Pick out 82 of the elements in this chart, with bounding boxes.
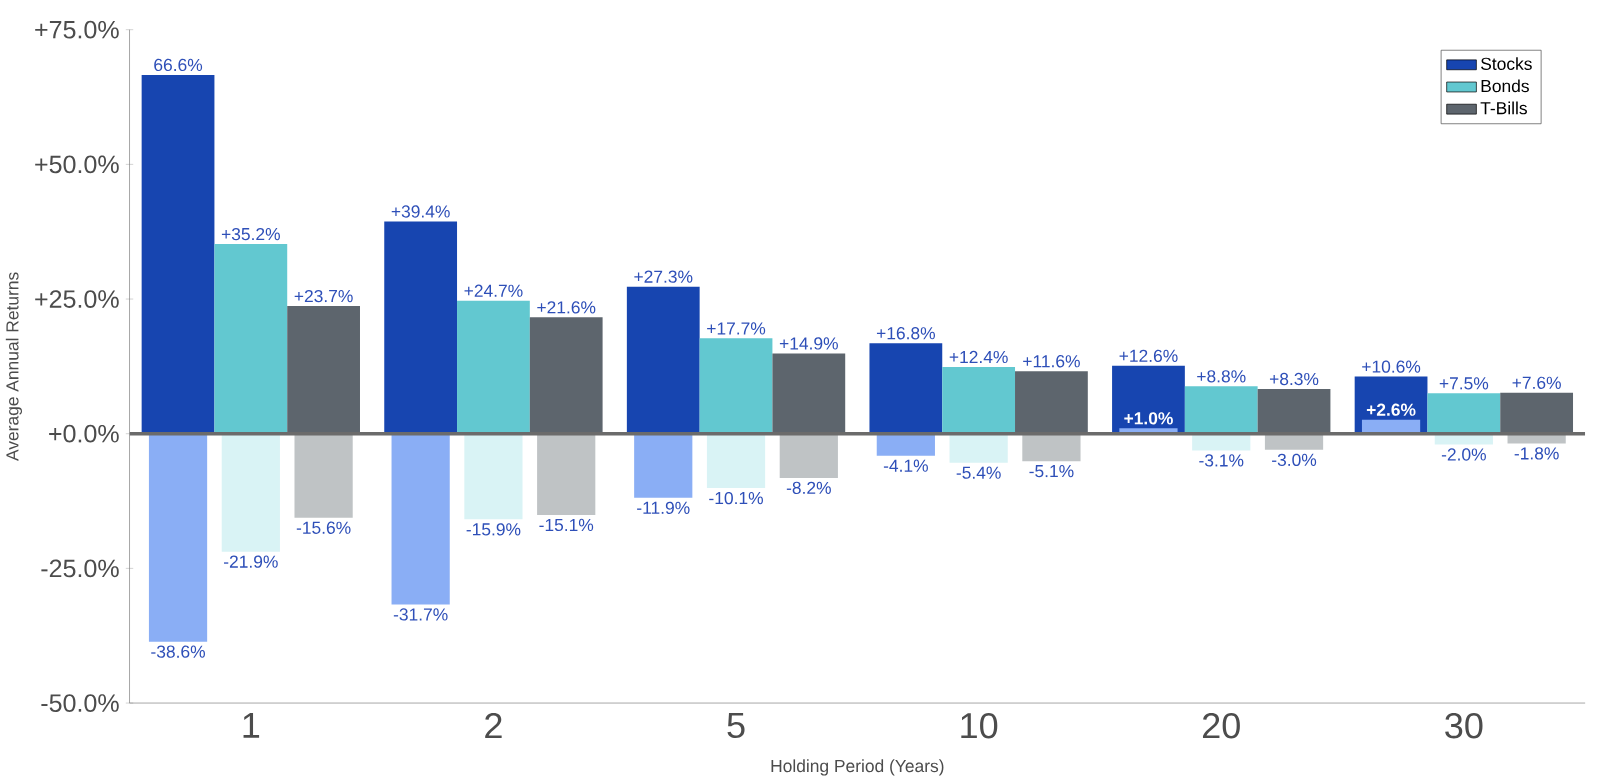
data-label: +24.7% [464,284,523,297]
data-label: +27.3% [634,270,693,283]
bar [141,74,215,434]
bar [1427,393,1501,434]
data-label: -38.6% [151,645,205,658]
data-label: -15.1% [539,518,594,531]
y-tick-label: +0.0% [49,424,119,443]
bar [772,353,846,434]
data-label: -3.0% [1272,453,1317,466]
x-axis-title: Holding Period (Years) [771,759,944,776]
data-label: +39.4% [391,205,450,218]
bar [1112,365,1185,434]
bar [391,433,450,605]
bar [1500,392,1574,434]
x-tick-label: 1 [243,712,260,738]
data-label: +21.6% [537,301,596,314]
data-label: -15.6% [296,521,351,534]
data-label: +12.4% [949,350,1008,363]
x-tick-label: 20 [1202,712,1240,739]
data-label: +16.8% [876,326,935,340]
bar [464,433,523,520]
data-label: -8.2% [786,481,831,494]
data-label: -5.1% [1029,464,1074,478]
y-tick-label: +75.0% [35,20,119,39]
data-label: -3.1% [1199,454,1244,467]
y-tick-label: +50.0% [35,155,119,174]
bar [876,433,935,456]
bar [869,343,943,434]
data-label: +23.7% [294,289,353,303]
x-tick-label: 2 [485,712,502,738]
y-tick-label: -25.0% [41,559,119,578]
data-label: -15.9% [466,523,521,536]
data-label: -31.7% [393,608,448,621]
bar [1015,371,1088,434]
data-label: -10.1% [709,491,763,505]
bar [942,366,1016,434]
x-tick-label: 30 [1445,712,1483,739]
legend-label: Bonds [1481,79,1529,92]
y-axis-title: Average Annual Returns [5,272,23,461]
bar [706,433,766,488]
bar [287,305,360,434]
bar [148,433,208,642]
bar [1184,386,1258,434]
bar [634,433,693,498]
data-label: +2.6% [1366,403,1416,416]
data-label: +14.9% [779,337,838,350]
bar [384,221,458,434]
data-label: +8.8% [1197,369,1246,383]
bar [294,433,353,518]
bar [1257,388,1331,434]
data-label: 66.6% [154,58,203,71]
data-label: +11.6% [1023,354,1080,368]
data-label: +35.2% [221,227,280,241]
bar [699,338,773,434]
y-tick-label: -50.0% [41,694,119,712]
bar [779,433,838,478]
data-label: +17.7% [707,322,766,335]
data-label: +10.6% [1362,360,1421,373]
data-label: +7.6% [1512,376,1561,389]
data-label: +8.3% [1269,372,1319,385]
data-label: -11.9% [637,501,690,514]
data-label: +12.6% [1119,349,1178,362]
data-label: -1.8% [1514,447,1559,460]
legend-label: T-Bills [1480,101,1527,115]
data-label: +1.0% [1124,412,1173,425]
bar [626,286,700,434]
bar [221,433,280,552]
data-label: -4.1% [883,459,928,472]
y-tick-label: +25.0% [35,289,119,308]
data-label: -21.9% [224,555,278,568]
data-label: -2.0% [1441,448,1486,461]
x-tick-label: 5 [727,712,745,738]
x-tick-label: 10 [961,712,998,739]
data-label: +7.5% [1439,377,1489,390]
legend-label: Stocks [1481,57,1532,70]
bar [949,433,1008,463]
bar [1022,433,1081,461]
data-label: -5.4% [956,466,1001,479]
bar [529,317,603,434]
bar [214,243,288,434]
bar [537,433,596,515]
bar [457,300,530,434]
